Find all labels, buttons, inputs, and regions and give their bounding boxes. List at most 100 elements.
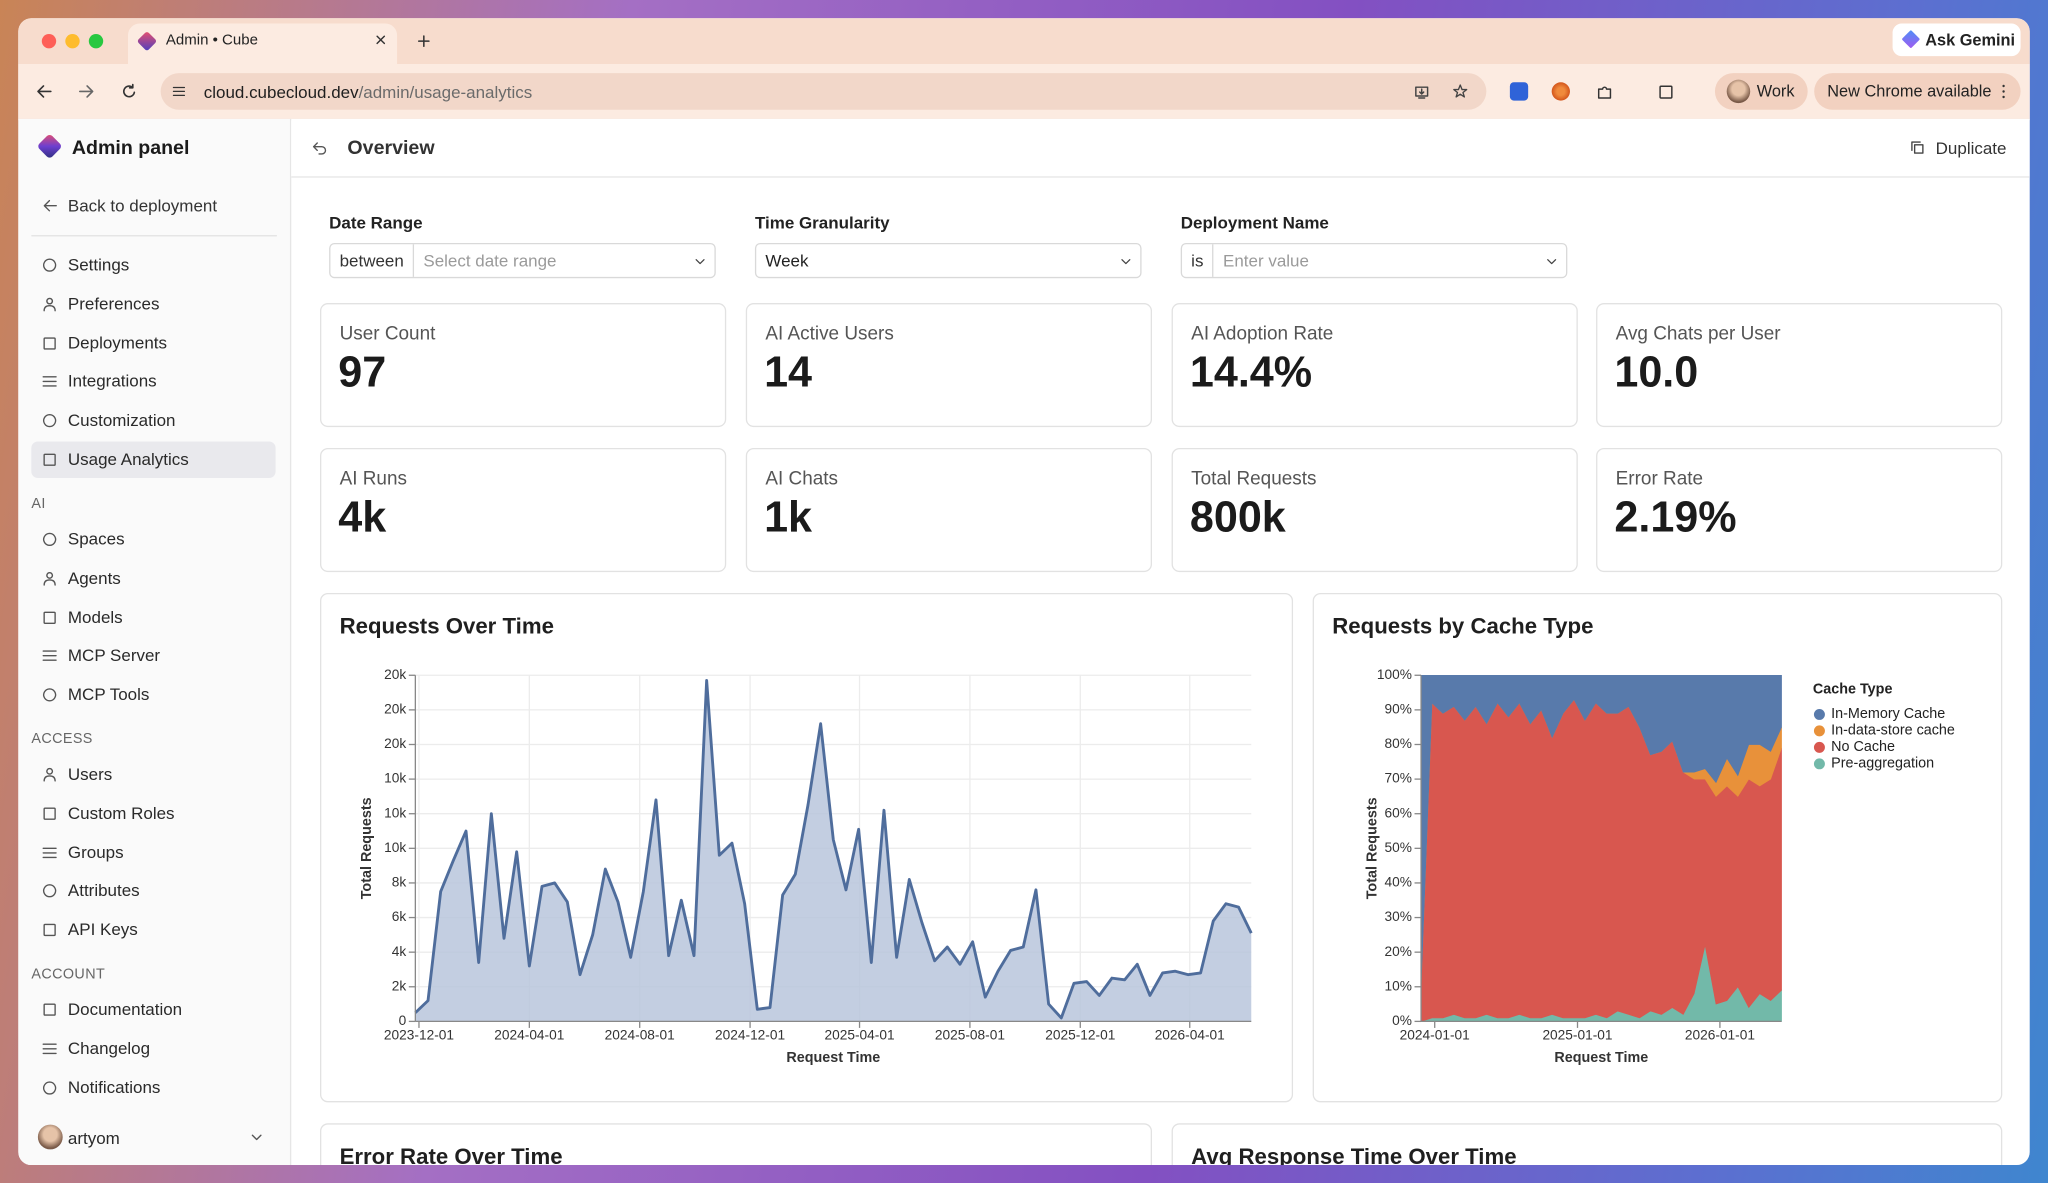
y-tick-label: 80% (1384, 736, 1411, 751)
nav-item[interactable]: Groups (67, 841, 124, 862)
kpi-value: 1k (764, 492, 813, 541)
stacked-area (1420, 674, 1782, 987)
nav-icon (43, 336, 56, 350)
nav-icon (42, 650, 57, 662)
kpi-card (745, 303, 1152, 428)
chart-card (1171, 1123, 2003, 1166)
user-name[interactable]: artyom (67, 1128, 120, 1149)
y-tick-label: 30% (1384, 909, 1411, 924)
x-tick-label: 2024-12-01 (715, 1027, 785, 1042)
extensions-button[interactable] (1595, 82, 1615, 102)
extension-2[interactable] (1551, 82, 1570, 101)
update-button[interactable] (1814, 73, 2021, 110)
legend-label: No Cache (1831, 739, 1895, 755)
back-button[interactable] (35, 82, 53, 100)
url: cloud.cubecloud.dev/admin/usage-analytic… (204, 82, 532, 102)
nav-item[interactable]: Changelog (67, 1038, 151, 1058)
nav-heading: AI (31, 496, 46, 512)
nav-item[interactable]: Usage Analytics (67, 449, 189, 469)
x-tick-label: 2026-01-01 (1685, 1027, 1755, 1042)
nav-icon (42, 1043, 57, 1054)
nav-item[interactable]: Documentation (67, 999, 183, 1019)
nav-item[interactable]: Models (67, 606, 123, 627)
kpi-label: User Count (339, 323, 436, 345)
kpi-card (1596, 303, 2003, 428)
nav-item[interactable]: Settings (67, 254, 130, 275)
install-button[interactable] (1412, 82, 1432, 102)
sidebar (18, 118, 292, 1166)
legend-swatch (1813, 708, 1825, 720)
legend-swatch (1813, 725, 1825, 737)
minimize-window[interactable] (65, 33, 80, 49)
x-tick-label: 2025-12-01 (1045, 1027, 1115, 1042)
kpi-card (319, 447, 727, 573)
y-tick-label: 20k (384, 667, 406, 682)
area (415, 680, 1252, 1022)
nav-icon (43, 884, 57, 898)
chart-card (319, 592, 1294, 1103)
nav-item[interactable]: API Keys (67, 919, 138, 940)
header-back[interactable] (311, 138, 329, 156)
forward-button[interactable] (77, 82, 95, 100)
chart-title: Requests by Cache Type (1332, 613, 1594, 639)
nav-item[interactable]: MCP Tools (67, 684, 150, 705)
extension-1[interactable] (1509, 82, 1529, 101)
nav-item[interactable]: Integrations (67, 371, 157, 392)
nav-heading: ACCOUNT (31, 966, 106, 983)
x-axis-title: Request Time (786, 1050, 880, 1066)
x-tick-label: 2025-01-01 (1542, 1027, 1612, 1042)
nav-item[interactable]: Attributes (67, 880, 140, 901)
back-link[interactable]: Back to deployment (67, 195, 218, 216)
chart-card (1312, 592, 2003, 1103)
close-window[interactable] (41, 33, 57, 49)
filter-input[interactable]: Week (754, 242, 1142, 279)
legend-label: In-Memory Cache (1831, 706, 1945, 722)
nav-item[interactable]: Preferences (67, 293, 160, 314)
filter-operator: is (1182, 244, 1214, 277)
nav-item[interactable]: Spaces (67, 528, 125, 549)
x-tick-label: 2024-01-01 (1400, 1027, 1470, 1042)
kpi-value: 97 (338, 347, 387, 396)
menu-button[interactable] (1994, 82, 2012, 100)
filter-chevron (1121, 259, 1131, 265)
kpi-label: Total Requests (1191, 468, 1317, 490)
y-tick-label: 4k (392, 944, 407, 959)
nav-item-active (31, 441, 276, 479)
nav-item[interactable]: Custom Roles (67, 802, 175, 823)
reload-button[interactable] (120, 82, 138, 100)
y-tick-label: 20k (384, 702, 406, 717)
zoom-window[interactable] (88, 33, 104, 49)
nav-icon (43, 924, 56, 937)
nav-icon (43, 258, 57, 272)
x-tick-label: 2024-04-01 (494, 1027, 564, 1042)
tab-title: Admin • Cube (165, 32, 258, 49)
address-bar[interactable] (160, 73, 1487, 110)
duplicate-button[interactable]: Duplicate (1935, 138, 2007, 159)
kpi-label: Error Rate (1615, 468, 1704, 490)
tab[interactable] (127, 23, 398, 64)
filter-placeholder: Enter value (1223, 250, 1309, 271)
nav-item[interactable]: MCP Server (67, 645, 161, 666)
nav-item[interactable]: Deployments (67, 332, 168, 353)
new-tab[interactable] (415, 33, 432, 50)
nav-item[interactable]: Customization (67, 410, 176, 430)
tab-close[interactable] (374, 33, 388, 47)
nav-item[interactable]: Agents (67, 567, 121, 588)
site-info[interactable] (171, 84, 187, 100)
nav-icon (43, 453, 56, 466)
nav-item[interactable]: Users (67, 764, 113, 784)
tab-search[interactable] (1656, 82, 1676, 102)
kpi-value: 14.4% (1189, 347, 1313, 396)
ask-gemini-label: Ask Gemini (1925, 31, 2016, 50)
kpi-label: AI Runs (339, 468, 407, 490)
y-tick-label: 0% (1392, 1013, 1412, 1028)
legend-title: Cache Type (1813, 681, 1893, 697)
filter-placeholder: Select date range (423, 250, 557, 271)
user-menu[interactable] (248, 1128, 265, 1145)
bookmark-button[interactable] (1451, 82, 1469, 100)
nav-item[interactable]: Notifications (67, 1077, 161, 1097)
filter-input[interactable]: between Select date range (329, 242, 716, 279)
kpi-label: AI Active Users (765, 323, 894, 345)
filter-input[interactable]: is Enter value (1180, 242, 1568, 279)
